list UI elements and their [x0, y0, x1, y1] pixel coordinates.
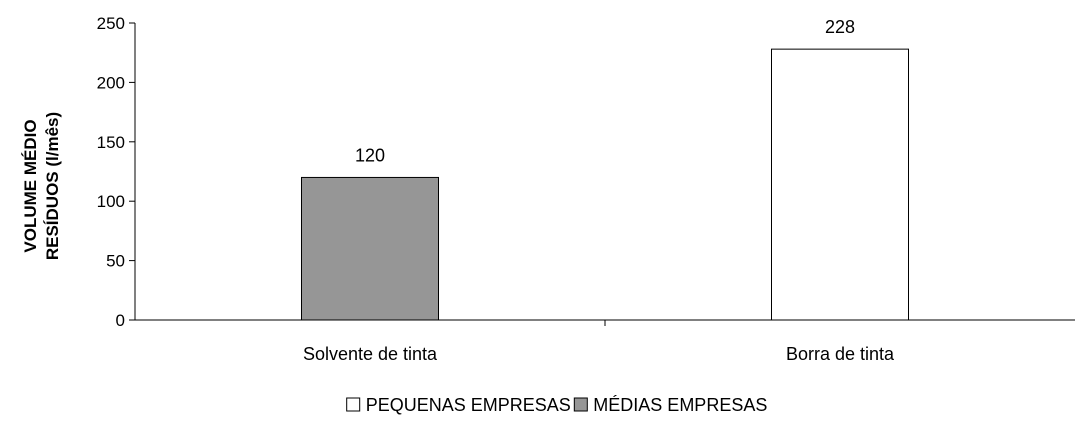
legend-label: MÉDIAS EMPRESAS [593, 395, 767, 415]
legend-label: PEQUENAS EMPRESAS [366, 395, 571, 415]
legend-swatch [573, 397, 588, 412]
legend-swatch [346, 397, 361, 412]
data-labels: 120 228 [355, 17, 855, 165]
data-label: 228 [825, 17, 855, 37]
data-label: 120 [355, 145, 385, 165]
y-tick-label: 50 [106, 252, 125, 271]
y-tick-label: 0 [116, 311, 125, 330]
bars [301, 48, 909, 321]
y-axis-title-line-1: VOLUME MÉDIO [21, 119, 40, 252]
x-category-label: Solvente de tinta [303, 344, 438, 364]
y-tick-label: 250 [97, 14, 125, 33]
x-category-label: Borra de tinta [786, 344, 895, 364]
y-axis-ticks: 0 50 100 150 200 250 [97, 14, 135, 330]
category-labels: Solvente de tinta Borra de tinta [303, 320, 895, 364]
y-tick-label: 100 [97, 192, 125, 211]
y-tick-label: 150 [97, 133, 125, 152]
bar [771, 48, 909, 321]
y-axis-title-line-2: RESÍDUOS (l/mês) [43, 112, 62, 260]
legend: PEQUENAS EMPRESAS MÉDIAS EMPRESAS [346, 395, 767, 415]
y-tick-label: 200 [97, 73, 125, 92]
bar [301, 176, 439, 321]
y-axis-title: VOLUME MÉDIO RESÍDUOS (l/mês) [21, 112, 62, 260]
